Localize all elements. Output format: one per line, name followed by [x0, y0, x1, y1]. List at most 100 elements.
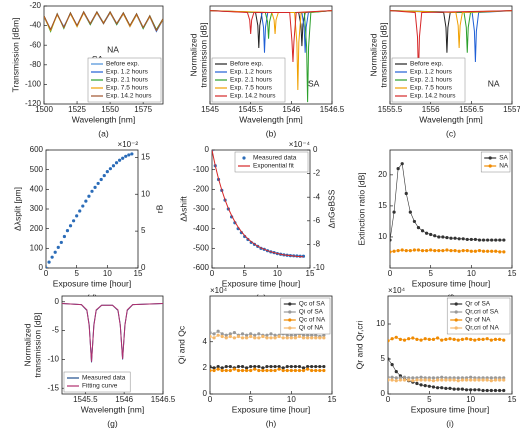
data-point: [210, 364, 212, 369]
legend-label: NA: [499, 163, 509, 170]
data-point: [249, 332, 253, 336]
data-point: [273, 364, 277, 369]
series-line: [212, 150, 304, 258]
data-point: [469, 388, 473, 392]
annotation: SA: [308, 79, 320, 89]
legend-label: Qr of NA: [465, 317, 491, 324]
data-point: [407, 337, 411, 341]
data-point: [402, 338, 407, 342]
x-tick-label: 0: [44, 269, 49, 278]
x-tick-label: 10: [466, 395, 475, 404]
data-point: [437, 249, 441, 253]
data-point: [269, 368, 273, 373]
panel: 1545.5 1546 1546.5 -15 -10 -5 0 Wavelength [nm]…: [22, 295, 176, 428]
x-tick-label: 0: [388, 269, 393, 278]
data-point: [224, 368, 228, 373]
data-point: [398, 337, 402, 341]
data-point: [261, 368, 265, 373]
data-point: [285, 333, 289, 337]
x-tick-label: 10: [467, 269, 476, 278]
data-point: [502, 388, 506, 393]
data-point: [423, 378, 427, 382]
data-point: [318, 368, 322, 373]
data-point: [415, 378, 419, 382]
data-point: [310, 333, 314, 337]
data-point: [306, 367, 310, 371]
data-point: [461, 237, 465, 241]
data-point: [494, 249, 498, 253]
data-point: [404, 249, 408, 253]
y-tick-label: -15: [47, 383, 59, 392]
data-point: [310, 364, 314, 369]
legend-label: Exp. 14.2 hours: [230, 93, 276, 100]
data-point: [228, 332, 232, 336]
data-point: [502, 250, 506, 254]
data-point: [464, 337, 469, 341]
data-point: [253, 367, 257, 371]
y2-axis-label: rB: [154, 204, 164, 213]
data-point: [212, 366, 216, 370]
panel: 1555.5 1556 1556.5 1557 Wavelength [nm] (c) No…: [368, 5, 520, 138]
data-point: [228, 334, 232, 339]
data-point: [419, 383, 423, 387]
data-point: [388, 375, 390, 379]
data-point: [257, 364, 261, 369]
x-tick-label: 0: [386, 395, 391, 404]
panel: 0 5 10 150100200300400500600051015Exposure …: [12, 140, 164, 302]
y-axis-label: Normalized: [22, 323, 32, 366]
data-point: [265, 364, 269, 369]
data-point: [212, 332, 216, 336]
x-tick-label: 5: [242, 269, 247, 278]
data-point: [469, 375, 473, 379]
data-point: [489, 338, 493, 342]
x-tick-label: 1546.5: [151, 395, 176, 404]
data-point: [228, 368, 232, 373]
data-point: [481, 249, 486, 253]
y-tick-label: 500: [30, 165, 44, 174]
data-point: [498, 238, 502, 242]
legend-label: Before exp.: [410, 61, 443, 68]
y-multiplier: ×10⁴: [388, 286, 406, 295]
data-point: [240, 364, 245, 369]
data-point: [310, 368, 314, 373]
data-point: [306, 336, 310, 340]
data-point: [65, 229, 70, 233]
data-point: [404, 191, 408, 196]
data-point: [277, 364, 281, 369]
data-point: [285, 336, 289, 340]
data-point: [489, 376, 493, 380]
x-tick-label: 10: [103, 269, 112, 278]
data-point: [130, 152, 134, 156]
data-point: [228, 364, 232, 369]
data-point: [114, 161, 119, 165]
x-tick-label: 1546.5: [320, 105, 345, 114]
x-tick-label: 1545.5: [73, 395, 98, 404]
data-point: [489, 388, 493, 393]
legend-label: Qi of SA: [299, 309, 324, 316]
data-point: [457, 237, 461, 241]
data-point: [257, 332, 261, 336]
series-line: [210, 10, 332, 63]
legend-marker: [288, 302, 292, 306]
x-tick-label: 1575: [134, 105, 152, 114]
data-point: [423, 337, 427, 341]
data-point: [429, 232, 433, 237]
data-point: [297, 334, 302, 339]
data-point: [431, 376, 436, 380]
data-point: [427, 337, 431, 341]
data-point: [473, 237, 477, 242]
data-point: [481, 337, 485, 341]
data-point: [465, 249, 469, 253]
data-point: [314, 333, 318, 337]
data-point: [436, 386, 440, 390]
data-point: [464, 378, 469, 382]
data-point: [245, 368, 249, 373]
y-tick-label: -60: [29, 40, 41, 49]
data-point: [433, 234, 437, 238]
data-point: [411, 376, 415, 380]
y-tick-label: -40: [29, 21, 41, 30]
data-point: [444, 378, 448, 382]
data-point: [96, 181, 100, 186]
data-point: [281, 336, 285, 340]
